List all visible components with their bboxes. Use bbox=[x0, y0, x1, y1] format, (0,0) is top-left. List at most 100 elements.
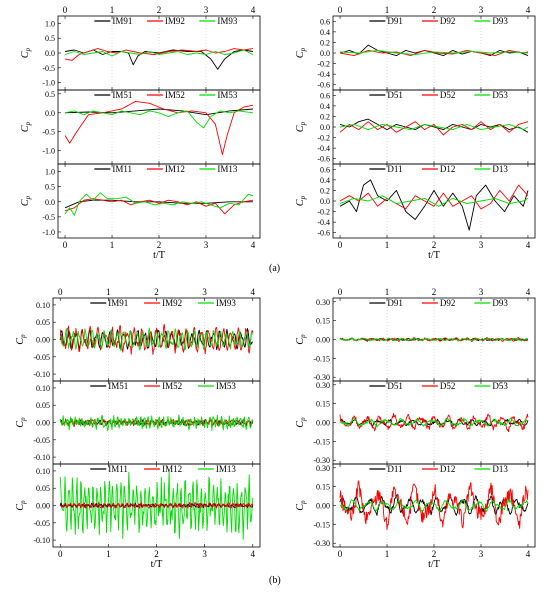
x-tick-top-label: 1 bbox=[385, 287, 390, 297]
y-tick-label: -0.6 bbox=[317, 81, 330, 90]
x-tick-bottom-label: 1 bbox=[106, 549, 111, 559]
legend-label: D51 bbox=[387, 381, 403, 391]
y-tick-label: -0.6 bbox=[317, 155, 330, 164]
y-tick-label: 0.00 bbox=[36, 336, 50, 345]
y-axis-label-sub: p bbox=[299, 500, 307, 505]
y-tick-label: 0.30 bbox=[316, 381, 330, 390]
panel: 0.30 0.15 0.00 -0.15 -0.30 D91 D92 D93 Cp bbox=[295, 297, 536, 382]
x-tick-top-label: 3 bbox=[202, 287, 207, 297]
y-axis-label: Cp bbox=[295, 121, 307, 132]
panel: 0.10 0.05 0.00 -0.05 -0.10 IM11 IM12 IM13 Cp bbox=[15, 463, 261, 548]
legend-label: D13 bbox=[492, 164, 508, 174]
x-axis-label: t/T bbox=[428, 559, 440, 570]
series-line-IM12 bbox=[64, 198, 254, 215]
y-tick-label: 0.4 bbox=[320, 176, 330, 185]
legend-label: IM91 bbox=[112, 16, 132, 26]
y-tick-label: 0.05 bbox=[36, 318, 50, 327]
y-tick-label: 0.5 bbox=[45, 183, 55, 192]
legend-label: IM51 bbox=[112, 90, 132, 100]
y-tick-label: 0.05 bbox=[36, 484, 50, 493]
y-tick-label: 0.2 bbox=[320, 186, 330, 195]
series-line-IM93 bbox=[59, 327, 254, 352]
y-axis-label: Cp bbox=[15, 417, 27, 428]
series-line-D91 bbox=[339, 44, 529, 57]
x-tick-bottom-label: 2 bbox=[157, 240, 162, 250]
y-tick-label: -0.05 bbox=[33, 519, 50, 528]
series-line-D12 bbox=[339, 480, 529, 530]
y-tick-label: -0.10 bbox=[33, 453, 50, 462]
y-tick-label: 0.00 bbox=[316, 336, 330, 345]
y-tick-label: -0.05 bbox=[33, 436, 50, 445]
y-axis-label: Cp bbox=[20, 195, 32, 206]
legend-label: IM11 bbox=[108, 464, 128, 474]
x-tick-top-label: 0 bbox=[63, 5, 68, 15]
y-tick-label: 0.0 bbox=[45, 109, 55, 118]
legend-label: D91 bbox=[387, 298, 403, 308]
y-axis-label-sub: p bbox=[24, 195, 32, 200]
y-tick-label: 0.15 bbox=[316, 317, 330, 326]
y-tick-label: -0.4 bbox=[317, 144, 330, 153]
panel: 0.6 0.40.2 0.0 -0.2-0.4 -0.6 D91 D92 D93 Cp bbox=[295, 15, 536, 91]
legend-label: D11 bbox=[387, 164, 402, 174]
legend-label: IM52 bbox=[165, 90, 185, 100]
y-tick-label: 0.0 bbox=[320, 123, 330, 132]
y-tick-label: 0.00 bbox=[316, 419, 330, 428]
y-tick-label: 0.2 bbox=[320, 38, 330, 47]
y-tick-label: -0.2 bbox=[317, 208, 330, 217]
legend-label: D53 bbox=[492, 90, 508, 100]
panel-frame bbox=[332, 163, 536, 239]
series-line-D11 bbox=[339, 179, 529, 231]
y-axis-label-sub: p bbox=[299, 334, 307, 339]
series-line-D92 bbox=[339, 336, 528, 342]
y-tick-label: 0.00 bbox=[36, 419, 50, 428]
x-tick-top-label: 2 bbox=[157, 5, 162, 15]
legend-label: IM92 bbox=[162, 298, 182, 308]
panel: 0.30 0.15 0.00 -0.15 -0.30 D51 D52 D53 Cp bbox=[295, 380, 536, 465]
x-axis-label: t/T bbox=[153, 250, 165, 261]
panel: 0.10 0.05 0.00 -0.05 -0.10 IM91 IM92 IM93 Cp bbox=[15, 297, 261, 382]
x-tick-bottom-label: 2 bbox=[432, 240, 437, 250]
y-axis-label-sub: p bbox=[299, 47, 307, 52]
x-tick-bottom-label: 4 bbox=[526, 549, 531, 559]
y-axis-label-sub: p bbox=[19, 500, 27, 505]
series-line-IM52 bbox=[64, 100, 254, 155]
legend-label: D93 bbox=[492, 298, 508, 308]
y-axis-label-sub: p bbox=[299, 417, 307, 422]
y-axis-label-sub: p bbox=[299, 121, 307, 126]
x-axis-label: t/T bbox=[151, 559, 163, 570]
x-tick-top-label: 4 bbox=[251, 5, 256, 15]
caption-b: (b) bbox=[269, 575, 281, 586]
series-line-D13 bbox=[339, 498, 529, 513]
y-tick-label: 0.30 bbox=[316, 298, 330, 307]
x-tick-bottom-label: 1 bbox=[385, 549, 390, 559]
y-axis-label-sub: p bbox=[299, 195, 307, 200]
series-line-IM12 bbox=[60, 501, 254, 509]
panel: 0.6 0.40.2 0.0 -0.2-0.4 -0.6 D51 D52 D53 Cp bbox=[295, 89, 536, 165]
y-axis-label: Cp bbox=[15, 334, 27, 345]
y-tick-label: -1.0 bbox=[42, 79, 55, 88]
legend-label: D53 bbox=[492, 381, 508, 391]
x-tick-top-label: 3 bbox=[479, 5, 484, 15]
legend-label: IM53 bbox=[216, 381, 236, 391]
series-line-IM91 bbox=[59, 328, 254, 351]
series-line-IM92 bbox=[59, 323, 254, 355]
y-axis-label: Cp bbox=[20, 47, 32, 58]
legend-label: D12 bbox=[440, 464, 456, 474]
panel: 1.0 0.5 0.0 -0.5 -1.0 IM11 IM12 IM13 Cp bbox=[20, 163, 261, 239]
y-axis-label-sub: p bbox=[24, 121, 32, 126]
series-line-D13 bbox=[339, 195, 529, 207]
caption-a: (a) bbox=[269, 263, 281, 274]
x-tick-bottom-label: 4 bbox=[251, 240, 256, 250]
y-tick-label: 0.4 bbox=[320, 102, 330, 111]
y-tick-label: -0.30 bbox=[313, 456, 330, 465]
y-tick-label: -0.15 bbox=[313, 437, 330, 446]
x-tick-top-label: 4 bbox=[526, 287, 531, 297]
series-line-IM93 bbox=[64, 49, 254, 57]
legend-label: IM52 bbox=[162, 381, 182, 391]
x-tick-bottom-label: 4 bbox=[251, 549, 256, 559]
series-line-IM53 bbox=[59, 414, 254, 432]
series-line-D12 bbox=[339, 184, 529, 210]
series-line-D93 bbox=[339, 49, 529, 56]
y-tick-label: -0.30 bbox=[313, 539, 330, 548]
y-tick-label: 0.0 bbox=[45, 49, 55, 58]
